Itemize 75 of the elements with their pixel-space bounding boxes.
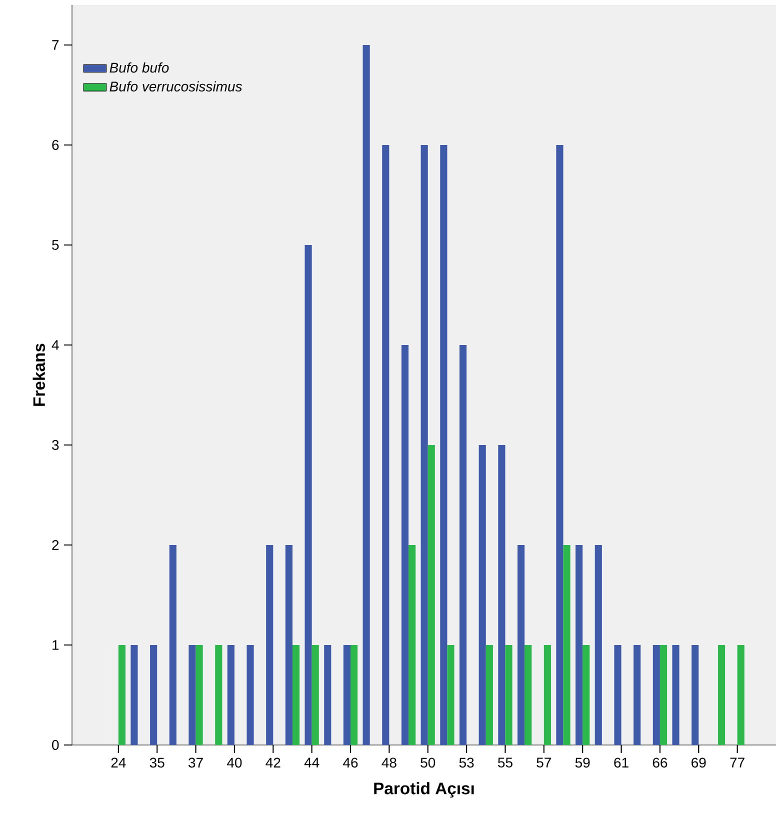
y-tick-label: 7 [52,40,59,50]
bar [672,644,680,745]
bar [505,644,512,745]
y-tick-label: 1 [52,640,59,650]
bar [544,644,551,745]
bar [594,544,602,745]
bar [169,544,176,745]
x-axis-title: Parotid Açısı [374,782,474,798]
bar [459,344,467,745]
bar [447,644,454,745]
bar [582,644,590,745]
bar [634,644,641,745]
y-tick-label: 0 [52,740,59,750]
bar [718,644,726,745]
y-tick-label: 2 [52,540,59,550]
x-tick-label: 57 [536,758,551,768]
x-tick-label: 37 [188,758,203,768]
bar [266,544,274,745]
x-tick-label: 53 [459,758,474,768]
x-tick-label: 44 [304,758,320,768]
x-tick-label: 24 [111,758,126,768]
bar [196,644,203,745]
y-tick-label: 5 [52,240,59,250]
x-tick-label: 55 [498,758,512,768]
bar [524,644,532,745]
x-tick-label: 35 [150,758,164,768]
bar [362,44,370,745]
bar [556,144,564,745]
bar [343,644,351,745]
y-axis-title: Frekans [32,344,46,406]
bar [420,144,428,745]
bar [246,644,254,745]
y-tick-label: 6 [52,140,59,150]
bar [478,444,486,745]
x-tick-label: 59 [575,758,590,768]
bar [382,144,390,745]
bar [118,644,126,745]
bar [215,644,222,745]
bar [660,644,668,745]
x-tick-label: 40 [226,758,242,768]
bar [518,544,525,745]
bar [150,644,158,745]
x-tick-label: 42 [266,758,280,768]
x-tick-label: 61 [614,758,628,768]
bar [428,444,435,745]
x-tick-label: 77 [730,758,744,768]
legend-label: Bufo verrucosissimus [110,81,242,92]
bar [227,644,234,745]
bar [304,244,312,745]
bar [692,644,699,745]
legend-label: Bufo bufo [110,62,169,73]
bar [350,644,358,745]
bar [292,644,300,745]
bar [312,644,319,745]
bar [324,644,332,745]
y-tick-label: 4 [52,340,59,350]
bar [652,644,660,745]
y-tick-label: 3 [52,440,59,450]
bar [498,444,506,745]
bar [188,644,196,745]
bar [440,144,448,745]
bar [737,644,744,745]
bar [408,544,416,745]
x-tick-label: 50 [420,758,436,768]
bar [401,344,409,745]
bar [130,644,138,745]
bar [614,644,622,745]
bar [285,544,292,745]
bar [576,544,583,745]
x-tick-label: 66 [652,758,668,768]
x-tick-label: 69 [692,758,706,768]
x-tick-label: 48 [382,758,396,768]
x-tick-label: 46 [343,758,358,768]
bar [486,644,493,745]
bar [563,544,570,745]
